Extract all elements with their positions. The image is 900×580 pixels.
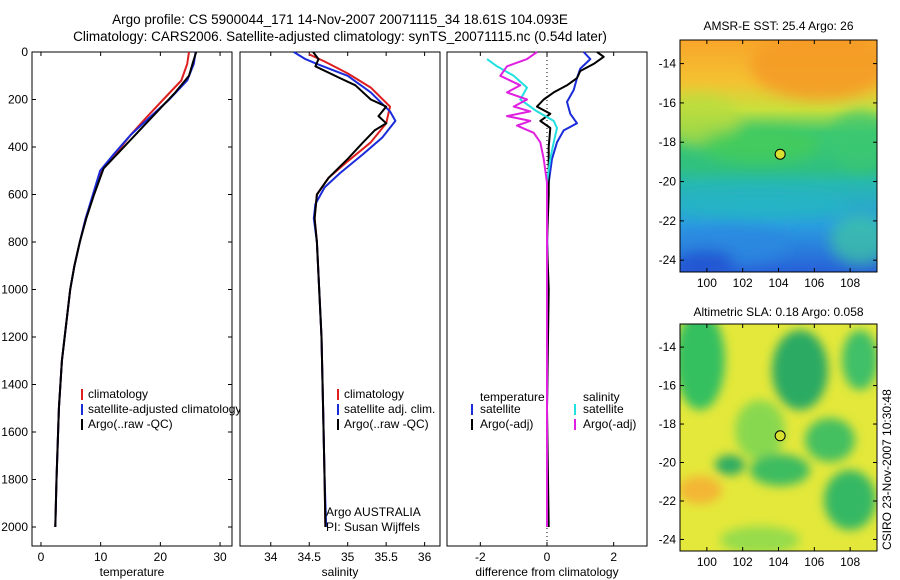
x-tick-label: 100 bbox=[697, 276, 717, 290]
legend-header: temperature bbox=[480, 390, 545, 404]
plot-frame bbox=[31, 51, 233, 547]
x-axis-label: temperature bbox=[100, 565, 165, 579]
y-tick-label: -20 bbox=[659, 175, 677, 189]
y-tick-label: 2000 bbox=[1, 520, 28, 534]
x-tick-label: 20 bbox=[154, 550, 168, 564]
x-tick-label: 104 bbox=[768, 276, 788, 290]
legend-entry: satellite bbox=[480, 402, 521, 416]
y-tick-label: 1600 bbox=[1, 425, 28, 439]
legend-header: salinity bbox=[583, 390, 620, 404]
legend-entry: Argo(-adj) bbox=[480, 417, 533, 431]
x-tick-label: 106 bbox=[804, 555, 824, 569]
y-tick-label: -16 bbox=[659, 379, 677, 393]
argo-position-marker bbox=[774, 430, 786, 442]
plot-frame bbox=[239, 51, 441, 547]
x-tick-label: 30 bbox=[213, 550, 227, 564]
x-tick-label: 102 bbox=[733, 276, 753, 290]
x-tick-label: 108 bbox=[840, 276, 860, 290]
y-tick-label: 600 bbox=[8, 188, 28, 202]
x-tick-label: 34.5 bbox=[298, 550, 322, 564]
series-line-salinity-argo-adj- bbox=[499, 51, 548, 527]
sst-heatmap bbox=[680, 40, 877, 272]
annotation-text: PI: Susan Wijffels bbox=[326, 520, 420, 534]
y-tick-label: 800 bbox=[8, 235, 28, 249]
x-tick-label: 35 bbox=[341, 550, 355, 564]
legend-entry: Argo(..raw -QC) bbox=[344, 417, 429, 431]
series-line-argo-raw-qc- bbox=[54, 51, 198, 528]
x-tick-label: 2 bbox=[610, 550, 617, 564]
map-title: AMSR-E SST: 25.4 Argo: 26 bbox=[703, 19, 853, 33]
y-tick-label: -22 bbox=[659, 494, 677, 508]
x-tick-label: -2 bbox=[475, 550, 486, 564]
legend-entry: satellite adj. clim. bbox=[344, 402, 435, 416]
y-tick-label: 200 bbox=[8, 93, 28, 107]
y-tick-label: -14 bbox=[659, 57, 677, 71]
x-tick-label: 35.5 bbox=[374, 550, 398, 564]
y-tick-label: 1000 bbox=[1, 283, 28, 297]
x-axis-label: salinity bbox=[322, 565, 359, 579]
map-title: Altimetric SLA: 0.18 Argo: 0.058 bbox=[693, 305, 863, 319]
argo-position-marker bbox=[774, 148, 786, 160]
legend-entry: Argo(..raw -QC) bbox=[88, 417, 173, 431]
y-tick-label: -24 bbox=[659, 253, 677, 267]
y-tick-label: -16 bbox=[659, 96, 677, 110]
x-tick-label: 36 bbox=[418, 550, 432, 564]
y-tick-label: 1800 bbox=[1, 473, 28, 487]
y-tick-label: 1200 bbox=[1, 330, 28, 344]
side-stamp: CSIRO 23-Nov-2007 10:30:48 bbox=[880, 389, 894, 550]
series-line-argo-raw-qc- bbox=[312, 51, 388, 528]
y-tick-label: 400 bbox=[8, 140, 28, 154]
legend-entry: satellite-adjusted climatology bbox=[88, 402, 241, 416]
legend-entry: climatology bbox=[344, 387, 404, 401]
panel-sst-map: AMSR-E SST: 25.4 Argo: 26 100 102 104 106 108… bbox=[659, 19, 878, 290]
figure-title-line2: Climatology: CARS2006. Satellite-adjuste… bbox=[73, 29, 607, 44]
x-tick-label: 104 bbox=[768, 555, 788, 569]
x-tick-label: 106 bbox=[804, 276, 824, 290]
y-tick-label: -22 bbox=[659, 214, 677, 228]
panel-sla-map: Altimetric SLA: 0.18 Argo: 0.058 100 102 10… bbox=[659, 305, 878, 569]
x-tick-label: 0 bbox=[544, 550, 551, 564]
legend-entry: Argo(-adj) bbox=[583, 417, 636, 431]
panel-salinity: 34 34.5 35 35.5 36 salinity climatologysatelli… bbox=[239, 51, 441, 579]
y-tick-label: 1400 bbox=[1, 378, 28, 392]
x-tick-label: 102 bbox=[733, 555, 753, 569]
x-tick-label: 0 bbox=[38, 550, 45, 564]
y-tick-label: 0 bbox=[21, 45, 28, 59]
y-tick-label: -14 bbox=[659, 340, 677, 354]
y-tick-label: -24 bbox=[659, 532, 677, 546]
y-tick-label: -20 bbox=[659, 456, 677, 470]
annotation-text: Argo AUSTRALIA bbox=[326, 505, 421, 519]
x-tick-label: 108 bbox=[840, 555, 860, 569]
x-tick-label: 10 bbox=[94, 550, 108, 564]
legend-entry: climatology bbox=[88, 387, 148, 401]
x-tick-label: 34 bbox=[264, 550, 278, 564]
x-axis-label: difference from climatology bbox=[475, 565, 618, 579]
panel-temperature: 0 10 20 30 0 200 400 600 800 1000 1200 1400 1600 1800… bbox=[1, 45, 241, 579]
legend-entry: satellite bbox=[583, 402, 624, 416]
x-tick-label: 100 bbox=[697, 555, 717, 569]
figure-title-line1: Argo profile: CS 5900044_171 14-Nov-2007… bbox=[112, 12, 568, 27]
y-tick-label: -18 bbox=[659, 417, 677, 431]
y-tick-label: -18 bbox=[659, 135, 677, 149]
